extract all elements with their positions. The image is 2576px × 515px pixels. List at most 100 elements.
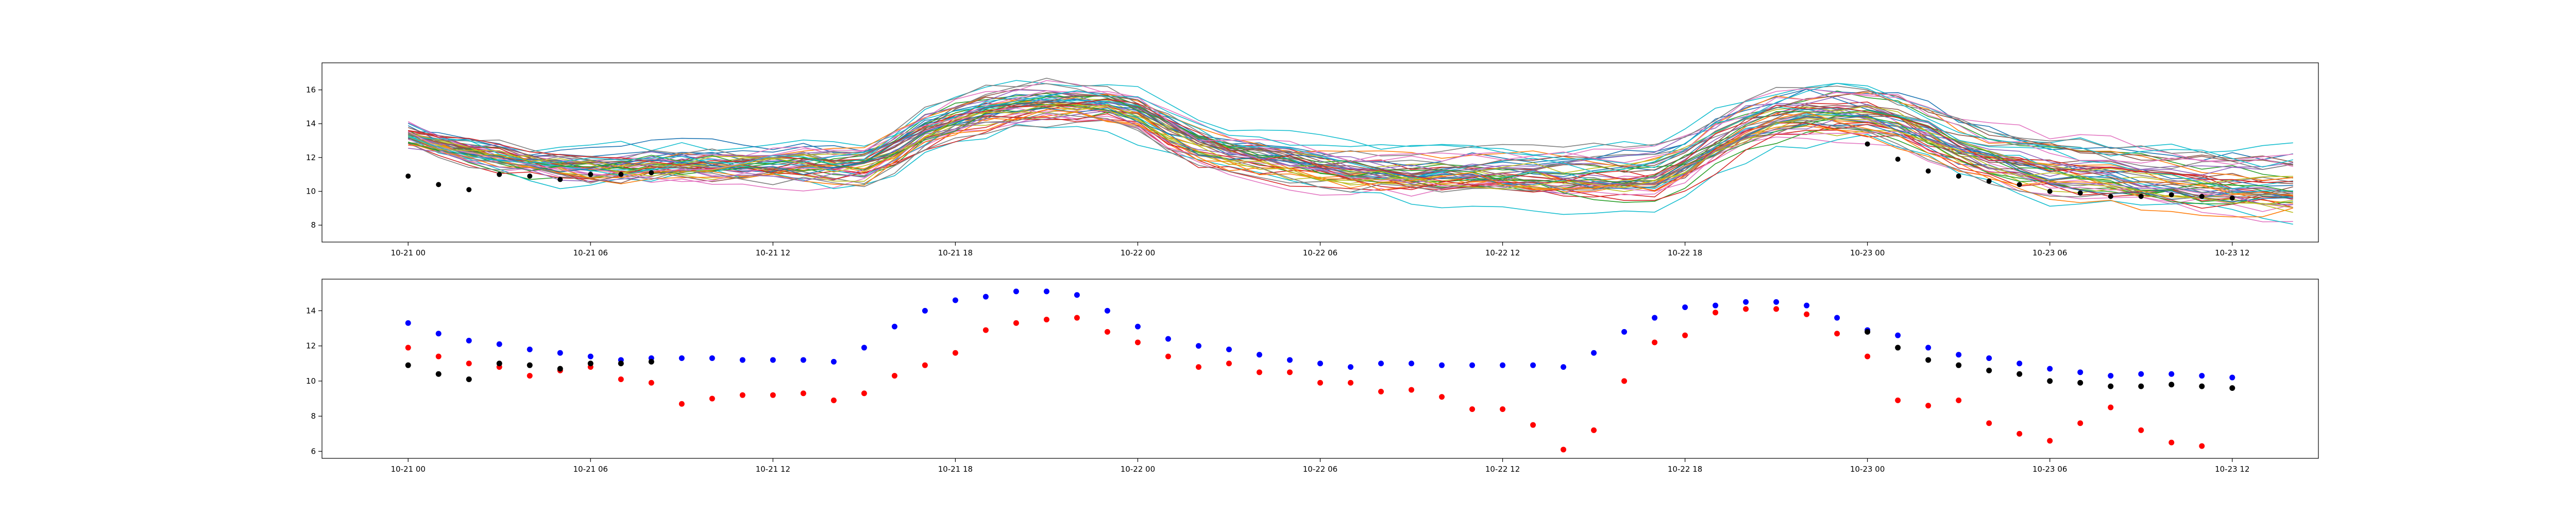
- scatter-point: [679, 355, 685, 362]
- scatter-point: [1834, 331, 1840, 337]
- x-tick-label: 10-22 00: [1121, 465, 1155, 474]
- ensemble-member-line: [408, 100, 2293, 195]
- scatter-point: [952, 350, 958, 356]
- scatter-point: [1621, 329, 1628, 335]
- scatter-point: [1286, 369, 1293, 375]
- ensemble-member-line: [408, 111, 2294, 218]
- plot-area: [322, 279, 2318, 458]
- scatter-point: [982, 294, 989, 300]
- y-tick-label: 6: [311, 447, 316, 456]
- scatter-point: [1895, 345, 1901, 351]
- scatter-point: [2047, 366, 2053, 372]
- observation-point: [405, 173, 411, 179]
- scatter-point: [1561, 447, 1567, 453]
- x-tick-label: 10-23 06: [2032, 248, 2067, 258]
- scatter-point: [587, 360, 594, 367]
- scatter-point: [2229, 374, 2235, 381]
- scatter-point: [2047, 378, 2053, 384]
- scatter-point: [1256, 369, 1262, 375]
- observation-point: [557, 177, 563, 182]
- scatter-point: [496, 341, 502, 347]
- observation-point: [1895, 157, 1901, 162]
- scatter-point: [1956, 362, 1962, 368]
- observation-point: [466, 187, 472, 193]
- x-tick-label: 10-22 18: [1668, 248, 1702, 258]
- scatter-point: [405, 362, 411, 368]
- ensemble-member-line: [408, 109, 2293, 196]
- scatter-point: [1834, 315, 1840, 321]
- observation-point: [649, 170, 654, 176]
- scatter-point: [466, 337, 472, 344]
- scatter-point: [1195, 343, 1201, 349]
- scatter-point: [982, 327, 989, 333]
- scatter-point: [1652, 339, 1658, 346]
- scatter-point: [1165, 336, 1171, 342]
- scatter-point: [435, 371, 442, 377]
- scatter-point: [1043, 316, 1049, 322]
- scatter-point: [2077, 380, 2083, 386]
- scatter-point: [770, 357, 776, 363]
- y-tick-label: 12: [306, 341, 316, 351]
- scatter-point: [1378, 388, 1384, 394]
- x-tick-label: 10-23 06: [2032, 465, 2067, 474]
- x-tick-label: 10-21 00: [391, 465, 425, 474]
- scatter-point: [1165, 353, 1171, 359]
- scatter-point: [1013, 288, 1019, 295]
- scatter-point: [1925, 357, 1931, 363]
- observation-point: [1986, 178, 1992, 184]
- ensemble-member-line: [408, 114, 2293, 222]
- scatter-point: [2138, 383, 2144, 389]
- scatter-point: [1986, 355, 1992, 362]
- scatter-point: [557, 366, 563, 372]
- scatter-point: [1925, 403, 1931, 409]
- scatter-chart-panel: 10-21 00 10-21 06 10-21 12 10-21 18 10-22 00…: [306, 279, 2319, 474]
- scatter-point: [1043, 288, 1049, 295]
- scatter-point: [405, 345, 411, 351]
- scatter-point: [2199, 373, 2205, 379]
- x-tick-label: 10-22 12: [1485, 465, 1520, 474]
- scatter-point: [831, 358, 837, 365]
- scatter-point: [1804, 311, 1810, 317]
- scatter-point: [2047, 438, 2053, 444]
- scatter-point: [2077, 369, 2083, 375]
- observation-point: [2077, 190, 2083, 196]
- observation-point: [1956, 173, 1961, 179]
- scatter-point: [891, 323, 897, 330]
- scatter-point: [1682, 332, 1688, 338]
- scatter-point: [1378, 360, 1384, 367]
- scatter-point: [1591, 427, 1597, 433]
- scatter-point: [2229, 385, 2235, 391]
- scatter-point: [2108, 383, 2114, 389]
- scatter-point: [861, 390, 867, 397]
- scatter-point: [1986, 420, 1992, 426]
- scatter-point: [435, 331, 442, 337]
- y-tick-label: 12: [306, 153, 316, 162]
- ensemble-member-line: [408, 99, 2293, 203]
- scatter-point: [1865, 353, 1871, 359]
- scatter-point: [648, 380, 654, 386]
- x-tick-label: 10-22 06: [1303, 465, 1337, 474]
- scatter-point: [527, 346, 533, 352]
- scatter-point: [618, 376, 624, 382]
- x-tick-label: 10-22 06: [1303, 248, 1337, 258]
- scatter-point: [1956, 352, 1962, 358]
- scatter-point: [1500, 362, 1506, 368]
- observation-point: [2047, 188, 2053, 194]
- x-tick-label: 10-23 12: [2215, 465, 2249, 474]
- x-tick-label: 10-21 12: [756, 465, 790, 474]
- scatter-point: [1925, 345, 1931, 351]
- scatter-point: [1804, 302, 1810, 308]
- scatter-point: [2168, 439, 2175, 445]
- x-tick-label: 10-21 06: [573, 465, 608, 474]
- scatter-point: [891, 373, 897, 379]
- scatter-point: [2016, 431, 2023, 437]
- scatter-point: [2199, 443, 2205, 449]
- scatter-point: [2016, 360, 2023, 367]
- scatter-point: [1500, 406, 1506, 412]
- ensemble-member-line: [408, 97, 2293, 190]
- scatter-point: [1469, 406, 1476, 412]
- scatter-point: [861, 345, 867, 351]
- x-tick-label: 10-23 00: [1850, 465, 1885, 474]
- scatter-point: [2016, 371, 2023, 377]
